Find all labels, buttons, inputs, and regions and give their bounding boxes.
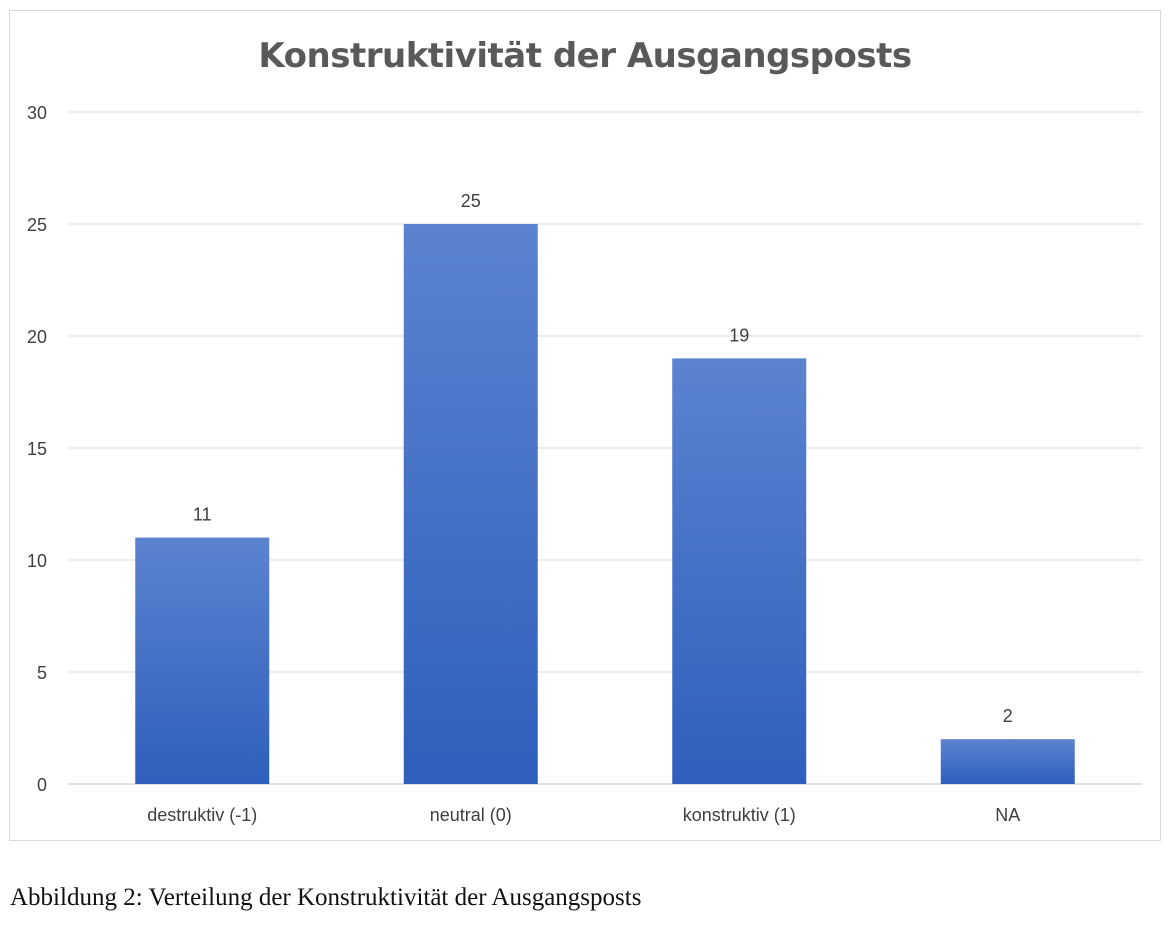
bar	[672, 358, 806, 784]
y-tick-label: 10	[27, 551, 47, 571]
x-tick-label: konstruktiv (1)	[683, 805, 796, 825]
bar	[404, 224, 538, 784]
x-tick-label: destruktiv (-1)	[147, 805, 257, 825]
bars	[135, 224, 1075, 784]
y-tick-label: 30	[27, 103, 47, 123]
y-axis-tick-labels: 0 5 10 15 20 25 30	[27, 103, 47, 795]
data-label: 25	[461, 191, 481, 211]
data-labels: 11 25 19 2	[193, 191, 1013, 726]
y-tick-label: 15	[27, 439, 47, 459]
y-tick-label: 5	[37, 663, 47, 683]
bar	[135, 538, 269, 784]
bar	[941, 739, 1075, 784]
x-axis-tick-labels: destruktiv (-1) neutral (0) konstruktiv (1…	[147, 805, 1020, 825]
bar-chart-plot: 0 5 10 15 20 25 30 11 25 19 2 destruktiv (-1) neut…	[0, 0, 1170, 925]
x-tick-label: neutral (0)	[430, 805, 512, 825]
data-label: 2	[1003, 706, 1013, 726]
y-tick-label: 25	[27, 215, 47, 235]
y-tick-label: 20	[27, 327, 47, 347]
figure-caption: Abbildung 2: Verteilung der Konstruktivi…	[10, 884, 641, 912]
data-label: 11	[193, 505, 212, 525]
y-tick-label: 0	[37, 775, 47, 795]
data-label: 19	[729, 325, 749, 345]
x-tick-label: NA	[995, 805, 1020, 825]
